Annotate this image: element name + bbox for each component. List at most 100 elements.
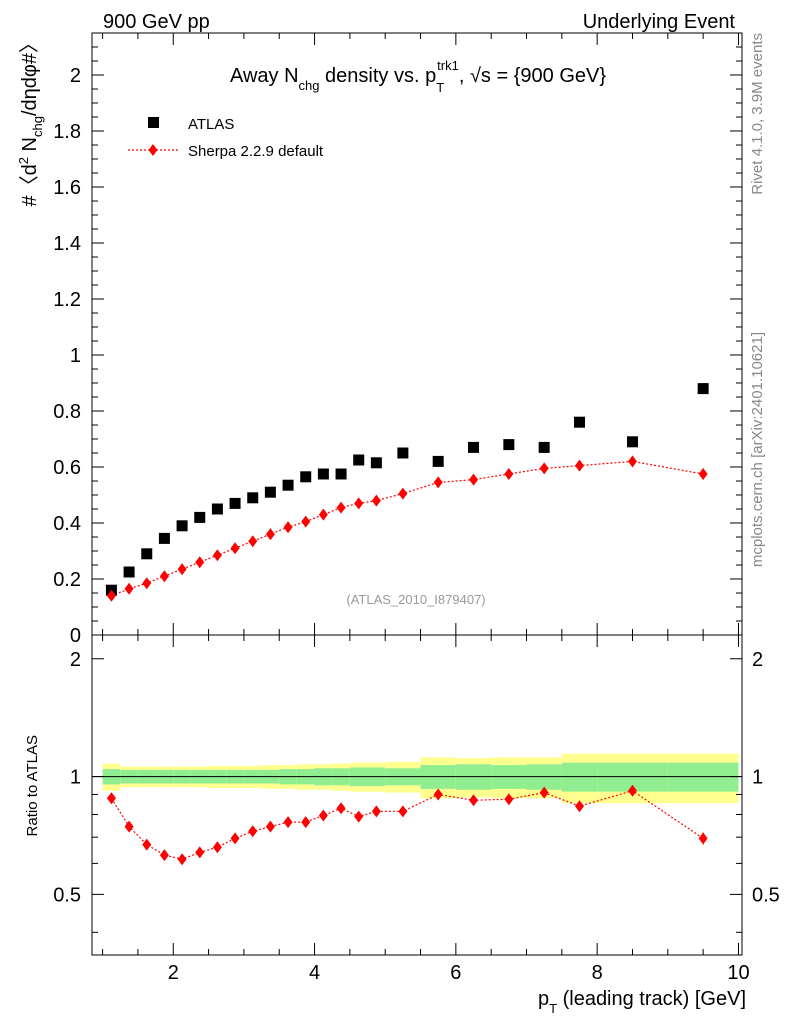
ratio-tick-label-left: 0.5 — [53, 884, 81, 906]
atlas-point — [697, 383, 709, 395]
chart-title: Away Nchg density vs. pTtrk1, √s = {900 … — [230, 58, 606, 95]
sherpa-point — [398, 487, 408, 500]
sherpa-point — [212, 549, 222, 562]
ratio-uncertainty-bands — [102, 753, 739, 804]
ratio-tick-label-right: 0.5 — [752, 884, 780, 906]
ratio-y-axis-label: Ratio to ATLAS — [24, 735, 41, 836]
y-tick-label: 1.4 — [53, 233, 81, 255]
sherpa-ratio-point — [433, 788, 443, 801]
ratio-tick-label-left: 1 — [70, 767, 81, 789]
atlas-point — [370, 457, 382, 469]
sherpa-point — [301, 515, 311, 528]
plot-frames — [91, 32, 743, 956]
atlas-point — [503, 439, 515, 451]
ratio-tick-label-left: 2 — [70, 649, 81, 671]
xlabel-rest: (leading track) [GeV] — [557, 988, 746, 1010]
sherpa-ratio-point — [354, 810, 364, 823]
sherpa-ratio-point — [627, 784, 637, 797]
sherpa-point — [265, 528, 275, 541]
y-tick-label: 0.6 — [53, 457, 81, 479]
ylabel-sub: chg — [30, 116, 45, 137]
atlas-point — [335, 468, 347, 480]
atlas-point — [282, 479, 294, 491]
y-tick-label: 2 — [70, 65, 81, 87]
stat-uncertainty-band — [667, 762, 739, 792]
sherpa-point — [627, 455, 637, 468]
atlas-point — [353, 454, 365, 466]
ylabel-pre: #〈d — [19, 164, 41, 206]
sherpa-point — [336, 501, 346, 514]
ylabel-post: /dηdφ#〉 — [19, 33, 41, 116]
title-pre: Away N — [230, 65, 299, 87]
sherpa-line — [111, 460, 704, 597]
xlabel-sub: T — [549, 1001, 557, 1016]
data-series — [105, 383, 709, 866]
title-post: , √s = {900 GeV} — [459, 65, 607, 87]
sherpa-point — [142, 577, 152, 590]
sherpa-ratio-point — [469, 794, 479, 807]
sherpa-point — [469, 473, 479, 486]
y-tick-label: 1.8 — [53, 121, 81, 143]
sherpa-ratio-point — [283, 816, 293, 829]
title-mid: density vs. p — [319, 65, 436, 87]
sherpa-ratio-point — [575, 800, 584, 813]
sherpa-point — [177, 563, 187, 576]
atlas-point — [229, 497, 241, 509]
ylabel-mid: N — [19, 137, 41, 157]
legend-sherpa-label: Sherpa 2.2.9 default — [188, 143, 324, 160]
sherpa-point — [195, 556, 205, 569]
sherpa-ratio-point — [698, 832, 708, 845]
sherpa-ratio-point — [301, 816, 311, 829]
sherpa-ratio-point — [212, 841, 222, 854]
rivet-version-label: Rivet 4.1.0, 3.9M events — [749, 33, 766, 195]
legend-sherpa-marker — [148, 144, 158, 156]
sherpa-point — [354, 497, 364, 510]
sherpa-ratio-line — [110, 790, 704, 860]
title-nsub: chg — [299, 78, 320, 93]
y-tick-label: 1.2 — [53, 289, 81, 311]
sherpa-point — [539, 462, 549, 475]
atlas-point — [626, 436, 638, 448]
x-tick-label: 4 — [309, 962, 320, 984]
analysis-watermark: (ATLAS_2010_I879407) — [346, 592, 485, 607]
title-psub: T — [436, 80, 444, 95]
ratio-plot-frame — [91, 634, 743, 956]
sherpa-point — [159, 570, 169, 583]
sherpa-point — [504, 468, 514, 480]
ratio-tick-label-right: 2 — [752, 649, 763, 671]
x-tick-label: 8 — [592, 962, 603, 984]
stat-uncertainty-band — [561, 762, 598, 792]
ratio-tick-label-right: 1 — [752, 767, 763, 789]
legend-atlas-label: ATLAS — [188, 116, 234, 133]
legend-atlas-marker — [148, 117, 159, 128]
atlas-point — [176, 520, 188, 532]
sherpa-point — [230, 542, 240, 555]
atlas-point — [211, 503, 223, 515]
sherpa-ratio-point — [371, 805, 381, 818]
sherpa-ratio-point — [195, 846, 205, 859]
atlas-point — [468, 441, 480, 453]
atlas-point — [141, 548, 153, 560]
atlas-point — [158, 532, 170, 544]
legend: ATLAS Sherpa 2.2.9 default — [128, 116, 324, 160]
atlas-point — [247, 492, 259, 504]
y-tick-label: 1.6 — [53, 177, 81, 199]
sherpa-point — [575, 459, 584, 472]
sherpa-ratio-point — [159, 849, 169, 862]
x-tick-label: 10 — [727, 962, 749, 984]
sherpa-ratio-point — [318, 809, 328, 822]
x-tick-label: 2 — [168, 962, 179, 984]
sherpa-point — [318, 508, 328, 521]
sherpa-ratio-point — [398, 805, 408, 818]
sherpa-ratio-point — [106, 792, 116, 805]
atlas-point — [397, 447, 409, 459]
sherpa-point — [433, 476, 443, 489]
mcplots-label: mcplots.cern.ch [arXiv:2401.10621] — [749, 332, 766, 567]
sherpa-point — [283, 521, 293, 534]
sherpa-point — [371, 494, 381, 507]
atlas-point — [300, 471, 312, 483]
sherpa-ratio-point — [230, 832, 240, 845]
atlas-point — [123, 566, 135, 578]
